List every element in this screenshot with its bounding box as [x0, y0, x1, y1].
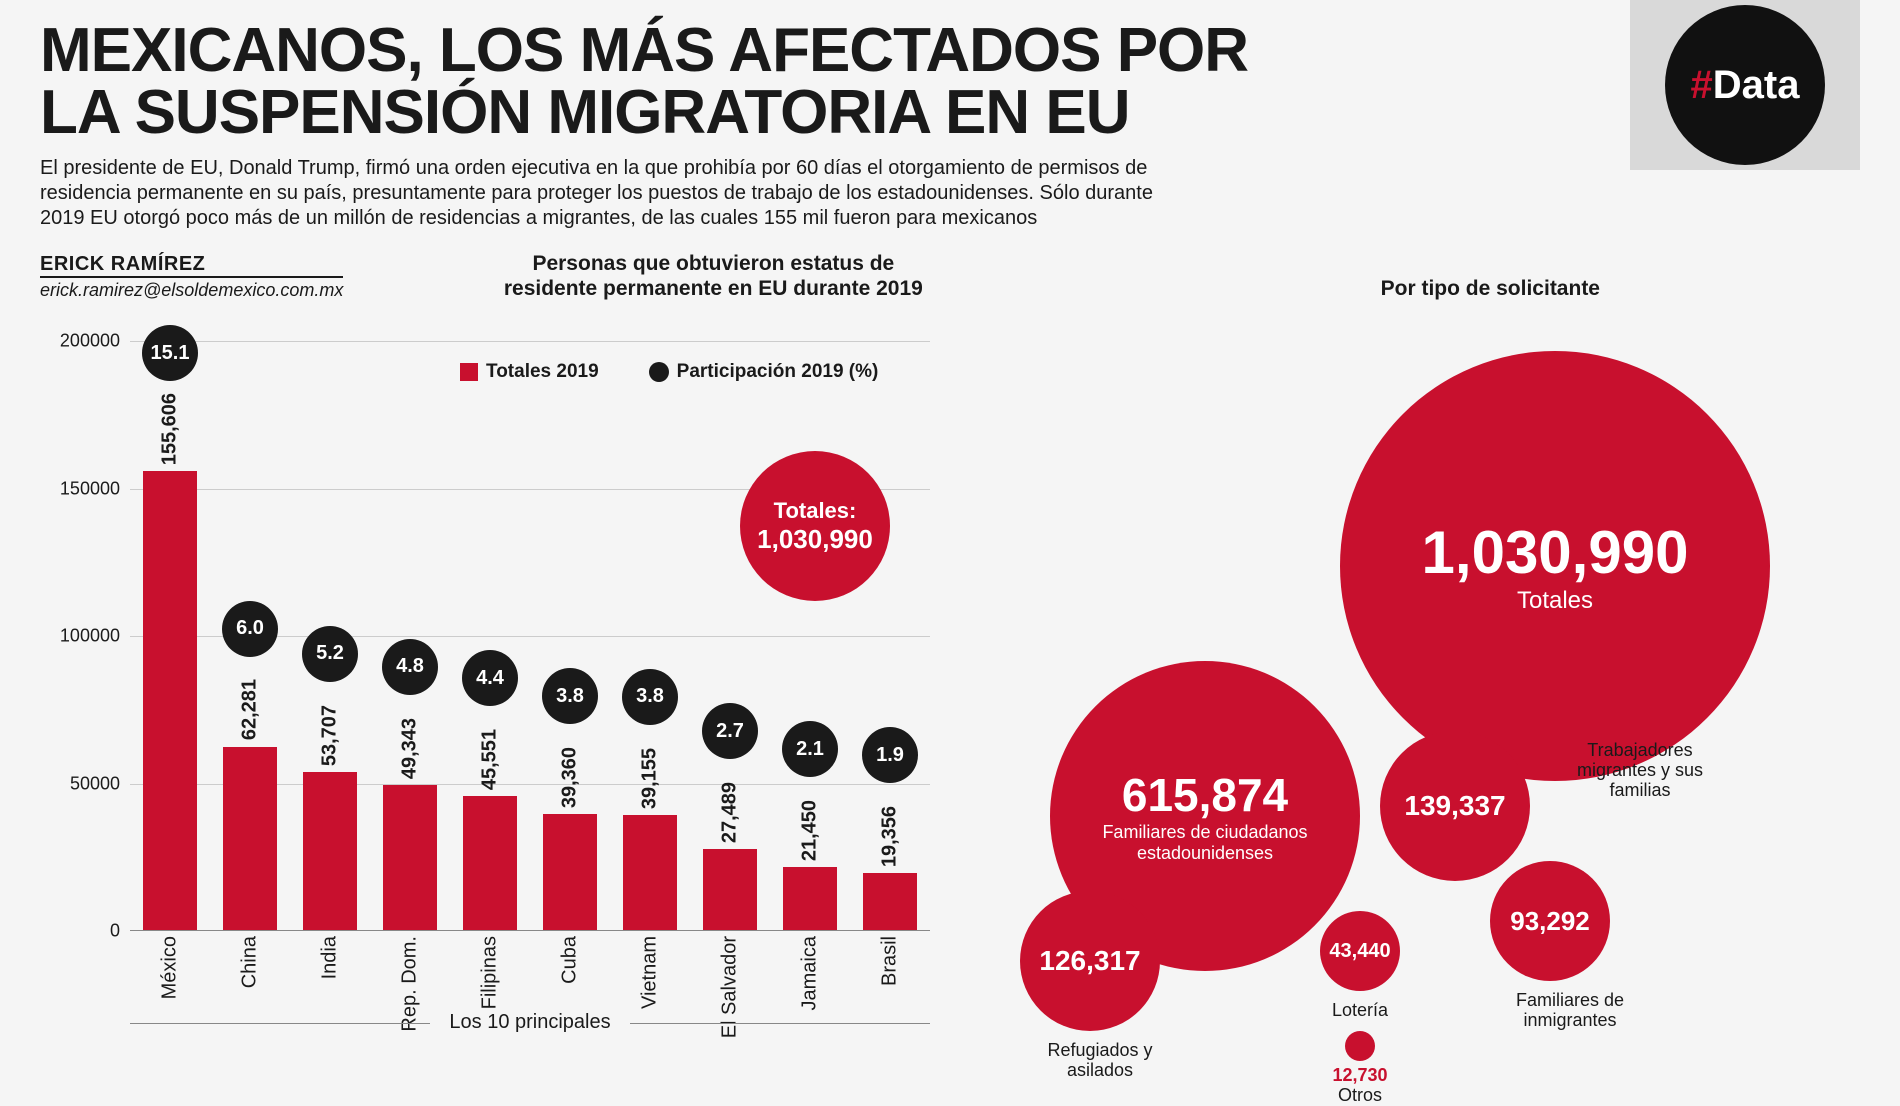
subhead: El presidente de EU, Donald Trump, firmó… [40, 156, 1160, 231]
bubble-ext-text: Otros [1310, 1086, 1410, 1106]
bar-value-label: 39,155 [639, 748, 662, 809]
bar-pct-bubble: 6.0 [222, 601, 278, 657]
y-tick: 50000 [40, 773, 120, 794]
bar-pct-bubble: 2.7 [702, 703, 758, 759]
bar-vietnam: 39,1553.8Vietnam [623, 340, 677, 930]
bubble-ext-label-loteria: Lotería [1310, 1001, 1410, 1021]
bar-pct-bubble: 3.8 [622, 669, 678, 725]
badge-hash: # [1691, 63, 1713, 108]
bubble-label: Familiares de ciudadanos estadounidenses [1073, 822, 1337, 864]
bar-country-label: China [239, 930, 262, 988]
bubble-loteria: 43,440 [1320, 911, 1400, 991]
bar-chart-legend: Totales 2019 Participación 2019 (%) [460, 361, 878, 383]
data-badge-circle: #Data [1665, 5, 1825, 165]
bar-pct-bubble: 3.8 [542, 668, 598, 724]
bar-rect [703, 849, 757, 930]
bar-country-label: Vietnam [639, 930, 662, 1009]
bar-rect [463, 796, 517, 930]
bar-country-label: Jamaica [799, 930, 822, 1010]
bubble-refug: 126,317 [1020, 891, 1160, 1031]
badge-text: Data [1713, 63, 1800, 108]
bar-value-label: 27,489 [719, 782, 742, 843]
bar-pct-bubble: 4.8 [382, 639, 438, 695]
bubble-trab: 139,337 [1380, 731, 1530, 881]
bar-rect [383, 785, 437, 931]
barchart-bottom-label: Los 10 principales [130, 1011, 930, 1034]
y-tick: 100000 [40, 626, 120, 647]
bar-jamaica: 21,4502.1Jamaica [783, 340, 837, 930]
bar-rect [783, 867, 837, 930]
bubble-otros [1345, 1031, 1375, 1061]
bar-country-label: Cuba [559, 930, 582, 984]
bar-country-label: Filipinas [479, 930, 502, 1009]
bar-value-label: 49,343 [399, 718, 422, 779]
legend-square-icon [460, 363, 478, 381]
bar-pct-bubble: 15.1 [142, 325, 198, 381]
bar-value-label: 39,360 [559, 747, 582, 808]
bar-value-label: 45,551 [479, 729, 502, 790]
bar-value-label: 53,707 [319, 705, 342, 766]
bar-rect [143, 471, 197, 930]
bubble-value: 615,874 [1122, 768, 1288, 822]
totals-bubble: Totales:1,030,990 [740, 451, 890, 601]
bubble-ext-label-trab: Trabajadores migrantes y sus familias [1550, 741, 1730, 800]
data-badge: #Data [1630, 0, 1860, 170]
byline-name: ERICK RAMÍREZ [40, 253, 343, 276]
bubble-value: 43,440 [1329, 940, 1390, 963]
bar-country-label: México [159, 930, 182, 999]
bubble-value: 1,030,990 [1422, 518, 1689, 587]
legend-totals-label: Totales 2019 [486, 361, 599, 383]
bar-rect [223, 747, 277, 931]
bubble-value: 139,337 [1404, 790, 1505, 822]
bar-rect [303, 772, 357, 930]
bar-country-label: India [319, 930, 342, 979]
bar-rect [543, 814, 597, 930]
legend-totals: Totales 2019 [460, 361, 599, 383]
bar-cuba: 39,3603.8Cuba [543, 340, 597, 930]
y-tick: 0 [40, 921, 120, 942]
y-tick: 200000 [40, 331, 120, 352]
bar-pct-bubble: 4.4 [462, 650, 518, 706]
bar-india: 53,7075.2India [303, 340, 357, 930]
bar-china: 62,2816.0China [223, 340, 277, 930]
headline: MEXICANOS, LOS MÁS AFECTADOS POR LA SUSP… [40, 20, 1340, 144]
bar-el-salvador: 27,4892.7El Salvador [703, 340, 757, 930]
bar-brasil: 19,3561.9Brasil [863, 340, 917, 930]
bubble-chart: 1,030,990Totales 615,874Familiares de ciu… [1010, 311, 1770, 1051]
bubble-value: 126,317 [1039, 945, 1140, 977]
bar-chart-plot: 155,60615.1México62,2816.0China53,7075.2… [130, 341, 930, 931]
bubble-ext-value: 12,730 [1310, 1066, 1410, 1086]
bubble-label: Totales [1517, 587, 1593, 615]
bar-pct-bubble: 5.2 [302, 626, 358, 682]
bar-country-label: Brasil [879, 930, 902, 986]
legend-pct-label: Participación 2019 (%) [677, 361, 879, 383]
bar-value-label: 62,281 [239, 679, 262, 740]
bubble-value: 93,292 [1510, 906, 1590, 937]
bar-filipinas: 45,5514.4Filipinas [463, 340, 517, 930]
bubble-ext-label-fam_inm: Familiares de inmigrantes [1480, 991, 1660, 1031]
bar-rect [863, 873, 917, 930]
bar-rect [623, 815, 677, 931]
barchart-title: Personas que obtuvieron estatus de resid… [483, 251, 943, 301]
bar-rep-dom-: 49,3434.8Rep. Dom. [383, 340, 437, 930]
byline-email: erick.ramirez@elsoldemexico.com.mx [40, 276, 343, 301]
legend-circle-icon [649, 362, 669, 382]
bubble-fam_inm: 93,292 [1490, 861, 1610, 981]
bar-chart: 155,60615.1México62,2816.0China53,7075.2… [40, 311, 980, 1051]
bubble-ext-label-refug: Refugiados y asilados [1020, 1041, 1180, 1081]
bar-value-label: 21,450 [799, 800, 822, 861]
bar-pct-bubble: 1.9 [862, 727, 918, 783]
bubbles-title: Por tipo de solicitante [1381, 277, 1600, 301]
y-tick: 150000 [40, 478, 120, 499]
byline: ERICK RAMÍREZ erick.ramirez@elsoldemexic… [40, 253, 343, 301]
bar-m-xico: 155,60615.1México [143, 340, 197, 930]
totals-bubble-line1: Totales: [774, 498, 857, 524]
totals-bubble-line2: 1,030,990 [757, 524, 873, 555]
bar-pct-bubble: 2.1 [782, 721, 838, 777]
legend-pct: Participación 2019 (%) [649, 361, 879, 383]
bubble-ext-label-otros: 12,730Otros [1310, 1066, 1410, 1106]
bar-value-label: 19,356 [879, 806, 902, 867]
bubble-total: 1,030,990Totales [1340, 351, 1770, 781]
bar-value-label: 155,606 [159, 393, 182, 465]
